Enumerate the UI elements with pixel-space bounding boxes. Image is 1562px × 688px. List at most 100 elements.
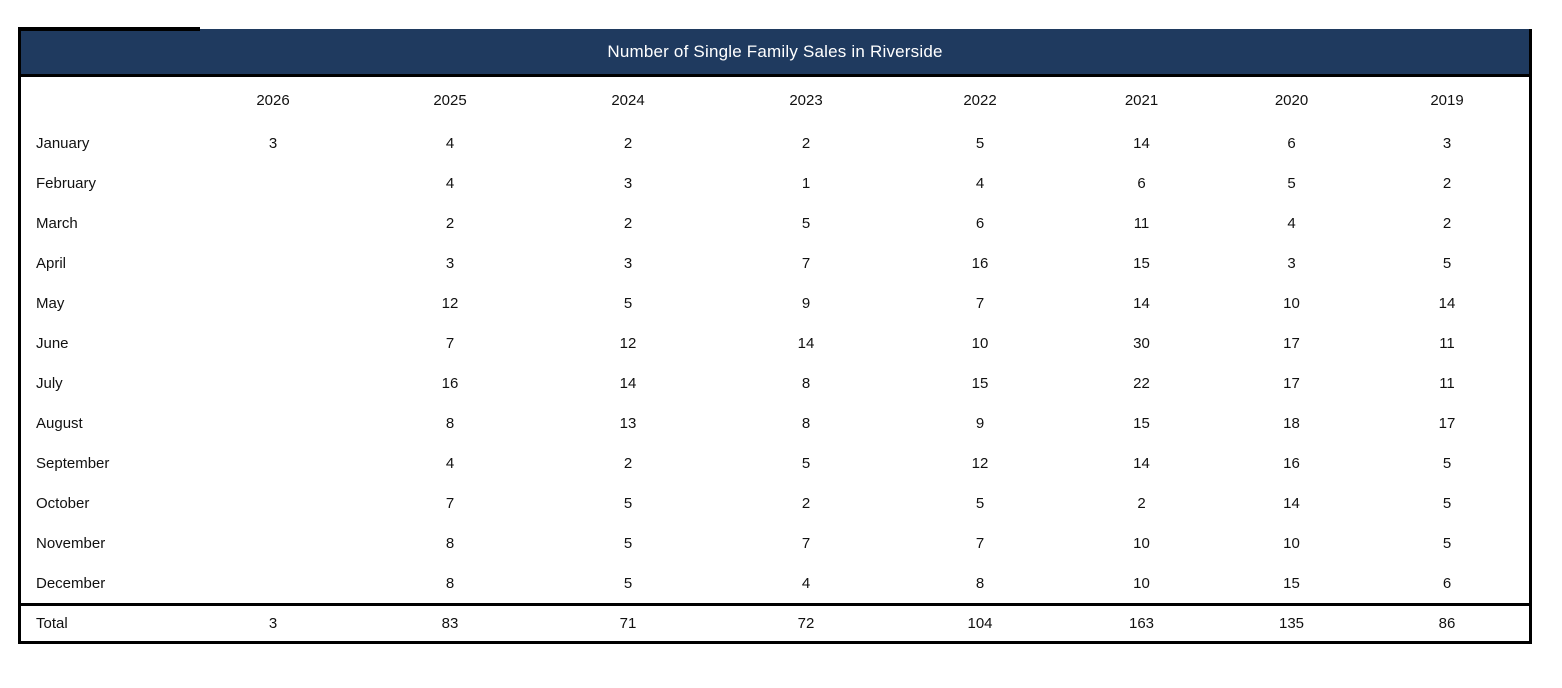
year-column-header: 2021: [1124, 91, 1159, 109]
sales-count-cell: 2: [1442, 174, 1452, 192]
month-label: June: [36, 334, 69, 352]
sales-count-cell: 5: [801, 454, 811, 472]
sales-count-cell: [185, 323, 361, 363]
month-row: April 3 3 7 16 15 3 5: [21, 243, 1529, 283]
sales-count-cell: 7: [975, 294, 985, 312]
month-row: January 3 4 2 2 5 14 6 3: [21, 123, 1529, 163]
sales-count-cell: 8: [801, 414, 811, 432]
sales-count-cell: 2: [623, 214, 633, 232]
sales-count-cell: 3: [623, 174, 633, 192]
month-label: October: [36, 494, 90, 512]
sales-count-cell: 15: [1133, 414, 1150, 432]
sales-count-cell: 9: [975, 414, 985, 432]
sales-count-cell: 4: [975, 174, 985, 192]
sales-count-cell: 16: [1283, 454, 1300, 472]
month-label: February: [36, 174, 97, 192]
sales-count-cell: 15: [1283, 574, 1300, 592]
sales-count-cell: 30: [1133, 334, 1150, 352]
total-value-cell: 72: [717, 603, 895, 641]
sales-count-cell: 6: [1442, 574, 1452, 592]
sales-count-cell: [185, 243, 361, 283]
year-column-header: 2025: [433, 91, 467, 109]
sales-count-cell: 3: [623, 254, 633, 272]
sales-count-cell: 8: [975, 574, 985, 592]
sales-count-cell: [185, 483, 361, 523]
table-title-band: Number of Single Family Sales in Riversi…: [21, 29, 1529, 77]
sales-count-cell: [185, 523, 361, 563]
year-header-row: 2026 2025 2024 2023 2022 2021 2020 2019: [21, 77, 1529, 123]
sales-count-cell: 2: [623, 134, 633, 152]
sales-count-cell: 10: [1283, 294, 1300, 312]
total-value-cell: 3: [185, 603, 361, 641]
sales-count-cell: 17: [1283, 334, 1300, 352]
month-row: September 4 2 5 12 14 16 5: [21, 443, 1529, 483]
sales-count-cell: 3: [268, 134, 278, 152]
month-label: September: [36, 454, 110, 472]
sales-count-cell: 5: [1442, 454, 1452, 472]
month-row: December 8 5 4 8 10 15 6: [21, 563, 1529, 605]
sales-count-cell: 6: [975, 214, 985, 232]
sales-count-cell: 3: [1287, 254, 1296, 272]
sales-count-cell: 9: [801, 294, 811, 312]
year-column-header: 2024: [611, 91, 645, 109]
sales-count-cell: 14: [1133, 134, 1150, 152]
sales-count-cell: 11: [1439, 374, 1455, 392]
sales-count-cell: [185, 203, 361, 243]
year-column-header: 2023: [789, 91, 823, 109]
sales-count-cell: 4: [445, 134, 455, 152]
row-label-header: [21, 77, 185, 123]
month-row: October 7 5 2 5 2 14 5: [21, 483, 1529, 523]
month-label: January: [36, 134, 90, 152]
year-column-header: 2020: [1274, 91, 1309, 109]
sales-count-cell: 14: [1438, 294, 1456, 312]
sales-count-cell: 7: [975, 534, 985, 552]
sales-count-cell: 17: [1438, 414, 1456, 432]
sales-count-cell: 13: [619, 414, 637, 432]
year-column-header: 2026: [256, 91, 290, 109]
month-row: May 12 5 9 7 14 10 14: [21, 283, 1529, 323]
sales-count-cell: 2: [623, 454, 633, 472]
sales-count-cell: 7: [445, 494, 455, 512]
sales-count-cell: [185, 443, 361, 483]
sales-count-cell: 11: [1133, 214, 1150, 232]
sales-count-cell: 4: [445, 174, 455, 192]
sales-count-cell: 18: [1283, 414, 1300, 432]
month-row: February 4 3 1 4 6 5 2: [21, 163, 1529, 203]
sales-count-cell: 22: [1133, 374, 1150, 392]
sales-count-cell: 12: [441, 294, 459, 312]
month-row: June 7 12 14 10 30 17 11: [21, 323, 1529, 363]
month-label: March: [36, 214, 78, 232]
sales-count-cell: [185, 163, 361, 203]
total-value-cell: 86: [1365, 603, 1529, 641]
sales-count-cell: 5: [1442, 494, 1452, 512]
sales-count-cell: [185, 403, 361, 443]
sales-count-cell: 6: [1137, 174, 1146, 192]
month-label: November: [36, 534, 106, 552]
sales-count-cell: 7: [801, 254, 811, 272]
total-row: Total 3 83 71 72 104 163 135 86: [21, 603, 1529, 641]
month-row: August 8 13 8 9 15 18 17: [21, 403, 1529, 443]
sales-count-cell: 8: [445, 414, 455, 432]
table-top-border-segment: [18, 27, 200, 31]
sales-count-cell: 5: [623, 494, 633, 512]
sales-count-cell: 11: [1439, 334, 1455, 352]
sales-count-cell: 10: [1133, 534, 1150, 552]
sales-count-cell: 5: [623, 294, 633, 312]
sales-count-cell: 5: [801, 214, 811, 232]
sales-count-cell: 7: [445, 334, 455, 352]
sales-count-cell: 5: [975, 494, 985, 512]
sales-count-cell: 5: [623, 574, 633, 592]
sales-count-cell: [185, 283, 361, 323]
sales-count-cell: 3: [1442, 134, 1452, 152]
sales-count-cell: 3: [445, 254, 455, 272]
sales-table-container: Number of Single Family Sales in Riversi…: [18, 27, 1532, 644]
sales-count-cell: 2: [801, 494, 811, 512]
sales-count-cell: 14: [797, 334, 815, 352]
sales-count-cell: 14: [1283, 494, 1300, 512]
total-value-cell: 83: [361, 603, 539, 641]
sales-data-table: 2026 2025 2024 2023 2022 2021 2020 2019 January…: [21, 77, 1529, 641]
sales-count-cell: 10: [971, 334, 989, 352]
sales-count-cell: 5: [623, 534, 633, 552]
sales-count-cell: 8: [445, 574, 455, 592]
